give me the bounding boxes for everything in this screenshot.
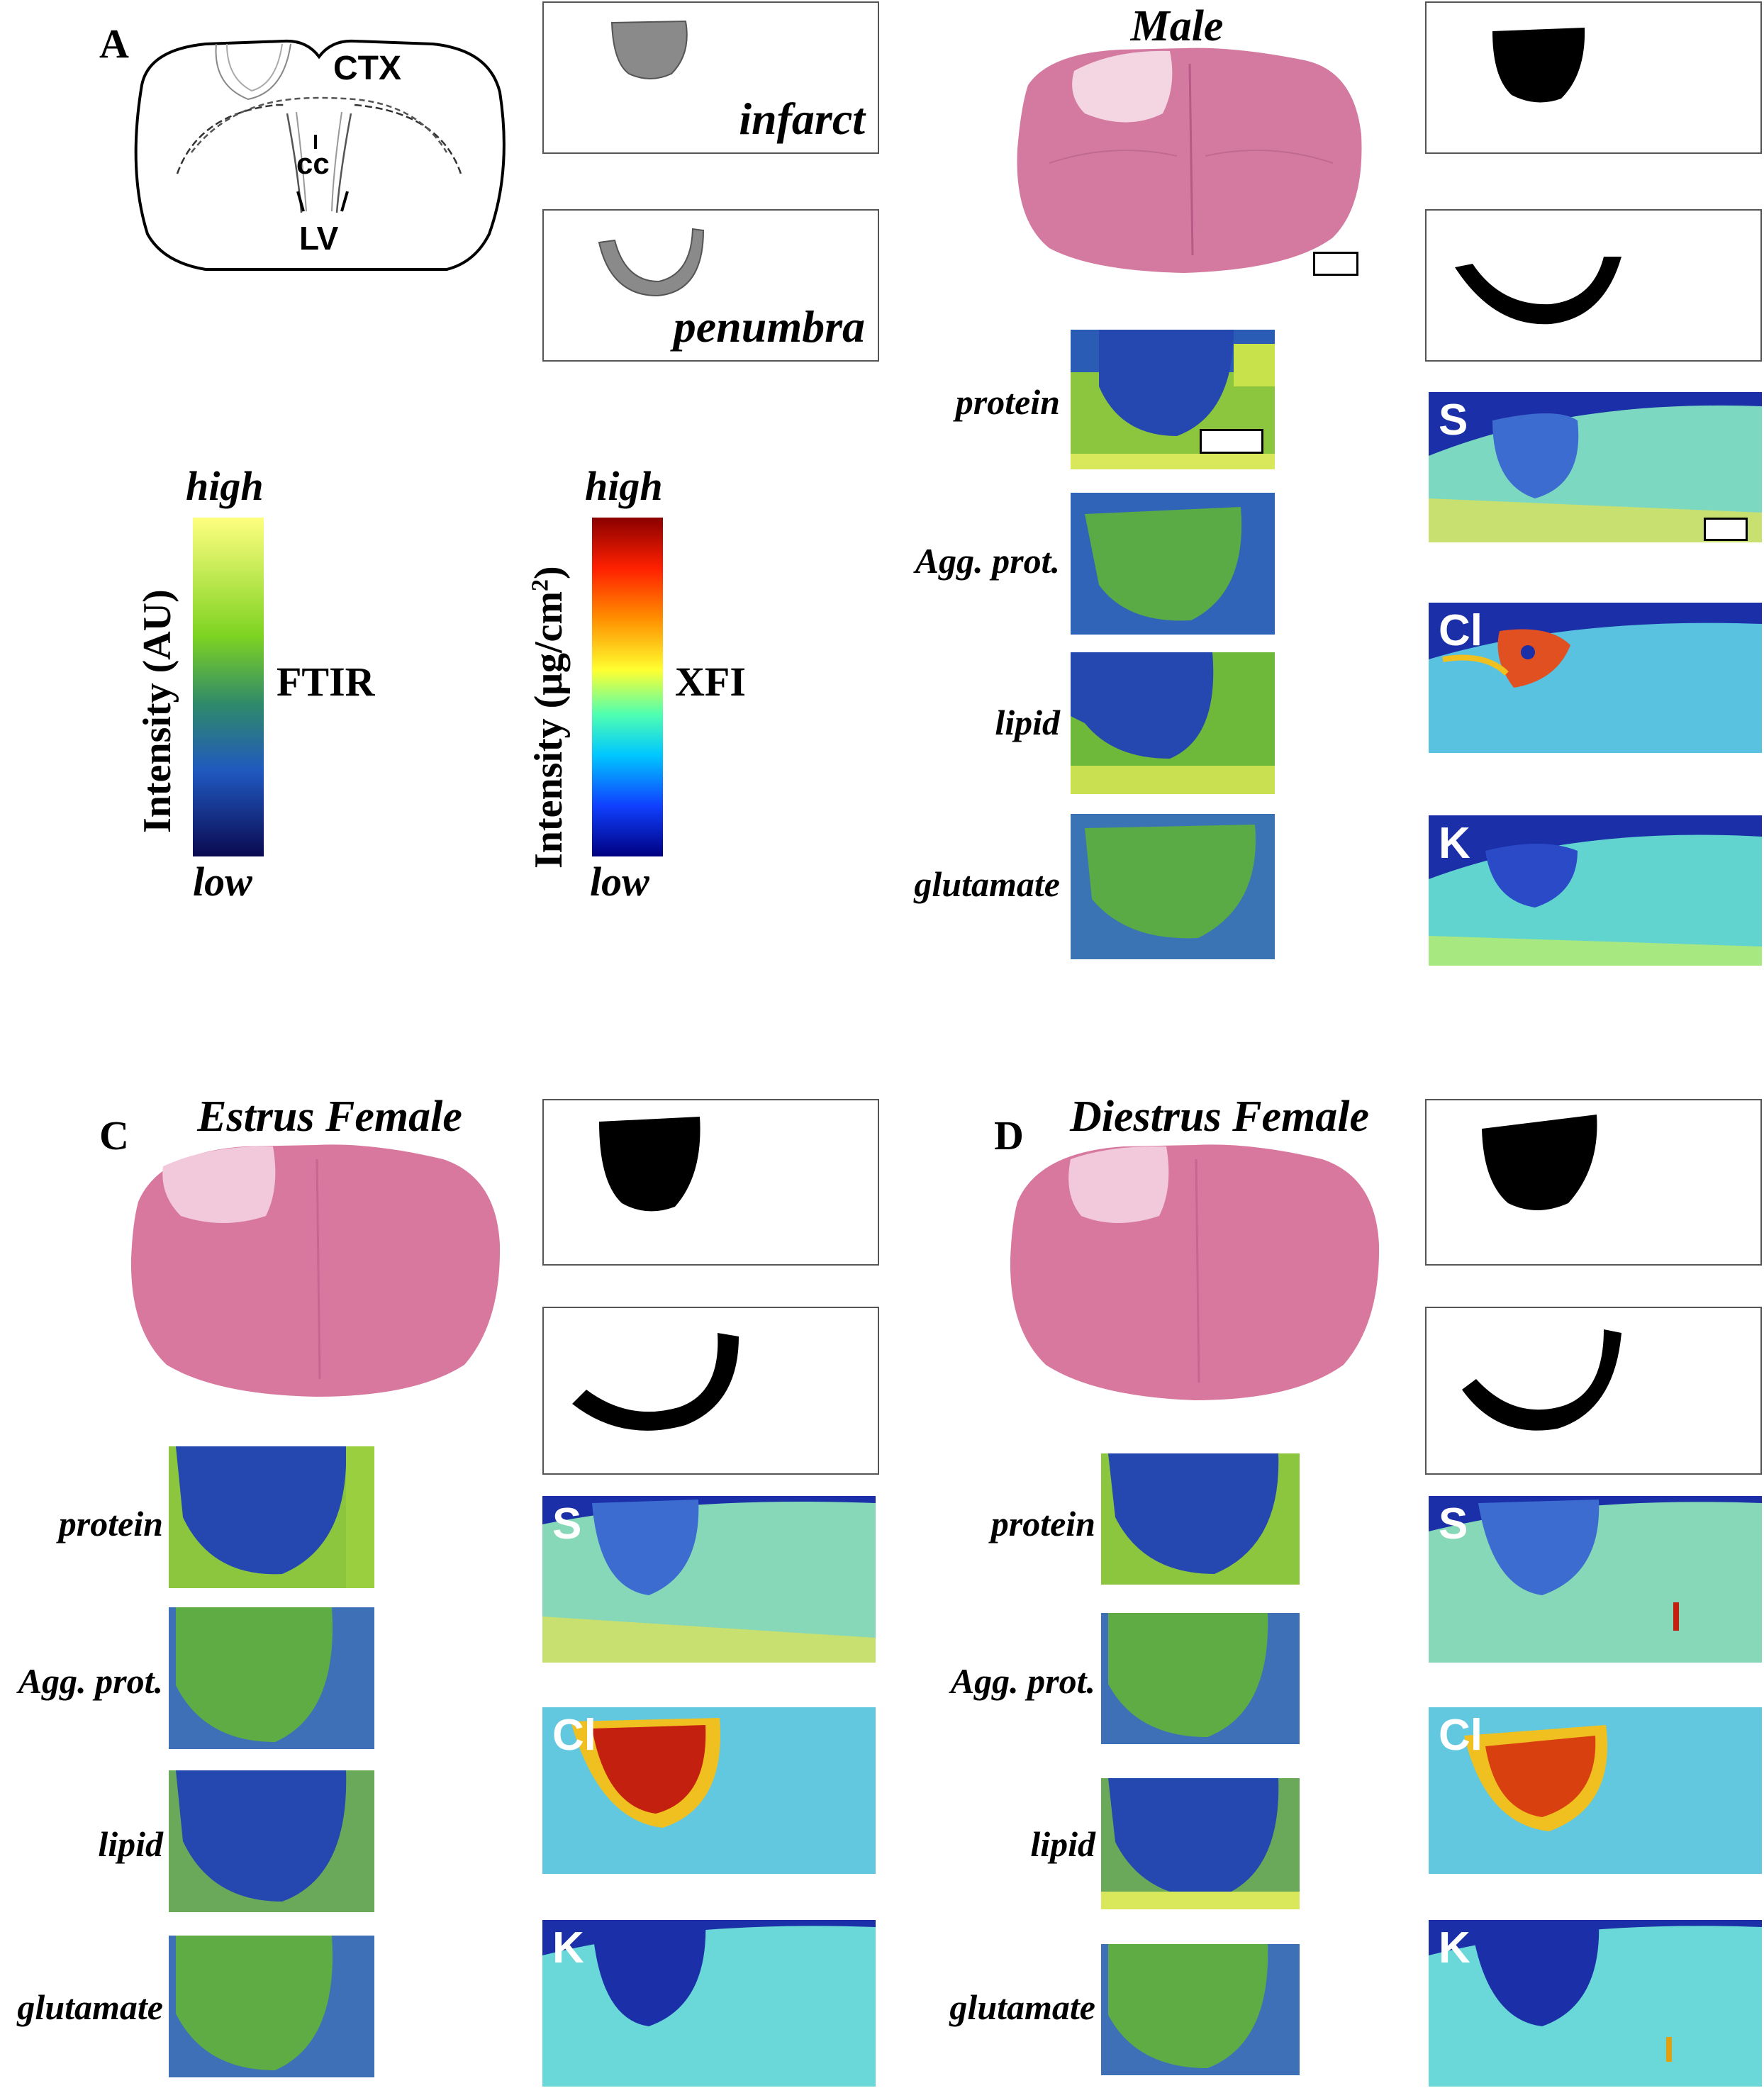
ftir-name-label: FTIR: [277, 659, 375, 705]
male-infarct-mask: [1425, 1, 1762, 154]
male-lipid-label: lipid: [995, 703, 1060, 742]
diestrus-penumbra-mask-shape: [1462, 1329, 1621, 1431]
infarct-shape: [610, 20, 688, 79]
estrus-lipid-map: [169, 1770, 374, 1912]
male-glutamate-map: [1071, 814, 1275, 959]
male-k-map: K: [1429, 815, 1762, 966]
male-protein-label: protein: [955, 382, 1060, 422]
diestrus-infarct-mask-shape: [1482, 1115, 1597, 1210]
diestrus-agg-label: Agg. prot.: [950, 1661, 1095, 1701]
xfi-high-label: high: [585, 463, 663, 509]
label-lv: LV: [299, 220, 339, 257]
male-xfi-scale-bar: [1704, 518, 1748, 541]
male-he-section: [1007, 43, 1368, 277]
panel-label-a: A: [99, 21, 129, 67]
diestrus-protein-map: [1101, 1453, 1300, 1585]
estrus-lipid-label: lipid: [98, 1824, 163, 1864]
male-cl-map: Cl: [1429, 603, 1762, 753]
male-agg-map: [1071, 493, 1275, 635]
diestrus-cl-map: Cl: [1429, 1707, 1762, 1874]
estrus-penumbra-mask: [542, 1307, 879, 1475]
estrus-he-section: [124, 1138, 507, 1400]
s-ion-label: S: [1439, 1500, 1468, 1548]
cl-ion-label: Cl: [1439, 1711, 1483, 1760]
s-ion-label: S: [1439, 396, 1468, 445]
estrus-glutamate-map: [169, 1936, 374, 2077]
male-title: Male: [1130, 2, 1224, 50]
diestrus-he-section: [1003, 1138, 1383, 1404]
male-penumbra-mask: [1425, 209, 1762, 362]
diestrus-s-map: S: [1429, 1496, 1762, 1663]
male-agg-label: Agg. prot.: [915, 541, 1060, 581]
penumbra-shape: [598, 228, 705, 297]
diestrus-protein-label: protein: [990, 1504, 1095, 1543]
ftir-colorbar: [193, 518, 264, 856]
cl-ion-label: Cl: [552, 1711, 596, 1760]
brain-schematic-diagram: CTX cc LV: [121, 28, 518, 284]
diestrus-glutamate-map: [1101, 1944, 1300, 2075]
k-ion-label: K: [1439, 1924, 1470, 1972]
diestrus-infarct-mask: [1425, 1099, 1762, 1266]
estrus-agg-label: Agg. prot.: [18, 1661, 163, 1701]
ftir-low-label: low: [193, 859, 252, 905]
estrus-cl-map: Cl: [542, 1707, 876, 1874]
cl-ion-label: Cl: [1439, 606, 1483, 655]
label-cc: cc: [296, 147, 330, 180]
diestrus-lipid-map: [1101, 1778, 1300, 1909]
panel-label-c: C: [99, 1112, 129, 1159]
estrus-agg-map: [169, 1607, 374, 1749]
s-ion-label: S: [552, 1500, 582, 1548]
diestrus-penumbra-mask: [1425, 1307, 1762, 1475]
male-ftir-scale-bar: [1200, 429, 1263, 454]
estrus-infarct-mask-shape: [599, 1117, 700, 1212]
estrus-protein-map: [169, 1446, 374, 1588]
xfi-low-label: low: [590, 859, 649, 905]
estrus-infarct-mask: [542, 1099, 879, 1266]
ftir-high-label: high: [186, 463, 264, 509]
male-infarct-mask-shape: [1492, 28, 1585, 103]
male-penumbra-mask-shape: [1455, 257, 1621, 325]
male-he-scale-bar: [1313, 252, 1358, 276]
penumbra-label: penumbra: [673, 301, 865, 352]
male-s-map: S: [1429, 392, 1762, 542]
ftir-axis-label: Intensity (AU): [135, 589, 179, 833]
k-ion-label: K: [1439, 819, 1470, 868]
estrus-protein-label: protein: [58, 1504, 163, 1543]
xfi-name-label: XFI: [675, 659, 746, 705]
infarct-label: infarct: [739, 94, 865, 144]
k-ion-label: K: [552, 1924, 584, 1972]
diestrus-title: Diestrus Female: [1070, 1093, 1369, 1141]
diestrus-k-map: K: [1429, 1920, 1762, 2087]
estrus-penumbra-mask-shape: [572, 1333, 739, 1431]
xfi-axis-label: Intensity (μg/cm2): [527, 566, 571, 869]
estrus-s-map: S: [542, 1496, 876, 1663]
male-lipid-map: [1071, 652, 1275, 794]
xfi-colorbar: [592, 518, 663, 856]
infarct-roi-box: infarct: [542, 1, 879, 154]
panel-label-d: D: [994, 1112, 1024, 1159]
diestrus-lipid-label: lipid: [1030, 1824, 1095, 1864]
estrus-glutamate-label: glutamate: [17, 1987, 163, 2027]
penumbra-roi-box: penumbra: [542, 209, 879, 362]
male-glutamate-label: glutamate: [914, 864, 1060, 904]
label-ctx: CTX: [333, 50, 401, 87]
diestrus-glutamate-label: glutamate: [949, 1987, 1095, 2027]
diestrus-agg-map: [1101, 1613, 1300, 1744]
estrus-k-map: K: [542, 1920, 876, 2087]
estrus-title: Estrus Female: [197, 1093, 462, 1141]
